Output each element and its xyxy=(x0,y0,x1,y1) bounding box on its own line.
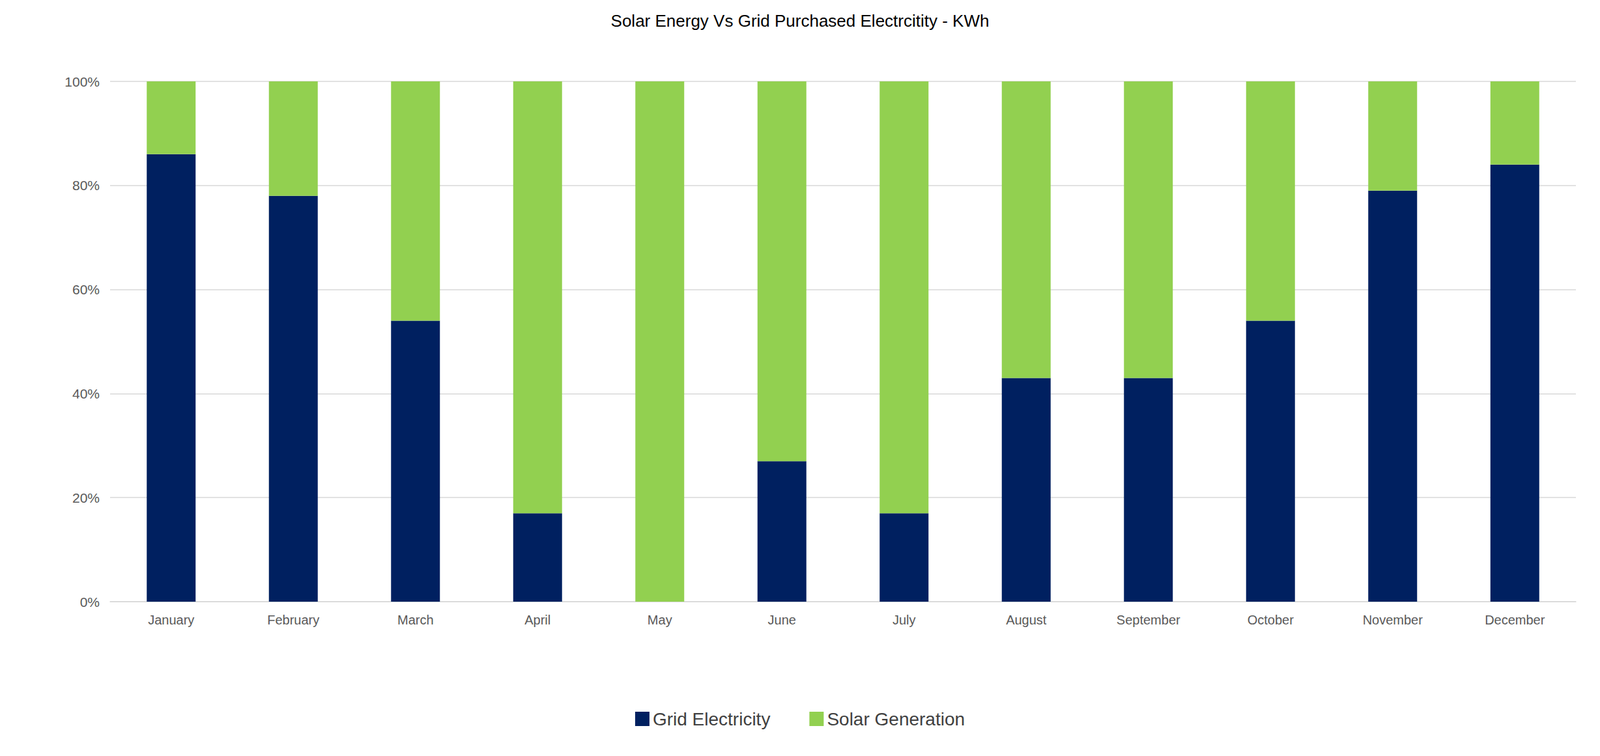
svg-text:February: February xyxy=(267,613,320,628)
svg-text:100%: 100% xyxy=(64,74,100,90)
svg-text:October: October xyxy=(1247,613,1294,628)
svg-text:0%: 0% xyxy=(80,594,100,610)
svg-text:December: December xyxy=(1484,613,1546,628)
svg-text:September: September xyxy=(1116,613,1181,628)
svg-text:March: March xyxy=(397,613,434,628)
svg-text:40%: 40% xyxy=(72,386,100,402)
svg-text:60%: 60% xyxy=(72,282,100,298)
svg-text:July: July xyxy=(892,613,916,628)
svg-text:Solar Energy Vs Grid Purchased: Solar Energy Vs Grid Purchased Electrcit… xyxy=(611,11,990,31)
svg-text:April: April xyxy=(524,613,551,628)
svg-text:Solar Generation: Solar Generation xyxy=(826,709,965,730)
svg-text:Grid Electricity: Grid Electricity xyxy=(652,709,771,730)
svg-text:January: January xyxy=(147,613,195,628)
svg-text:May: May xyxy=(647,613,673,628)
svg-text:August: August xyxy=(1005,613,1047,628)
svg-text:November: November xyxy=(1362,613,1424,628)
svg-text:20%: 20% xyxy=(72,490,100,506)
svg-text:June: June xyxy=(768,613,797,628)
svg-text:80%: 80% xyxy=(72,177,100,193)
